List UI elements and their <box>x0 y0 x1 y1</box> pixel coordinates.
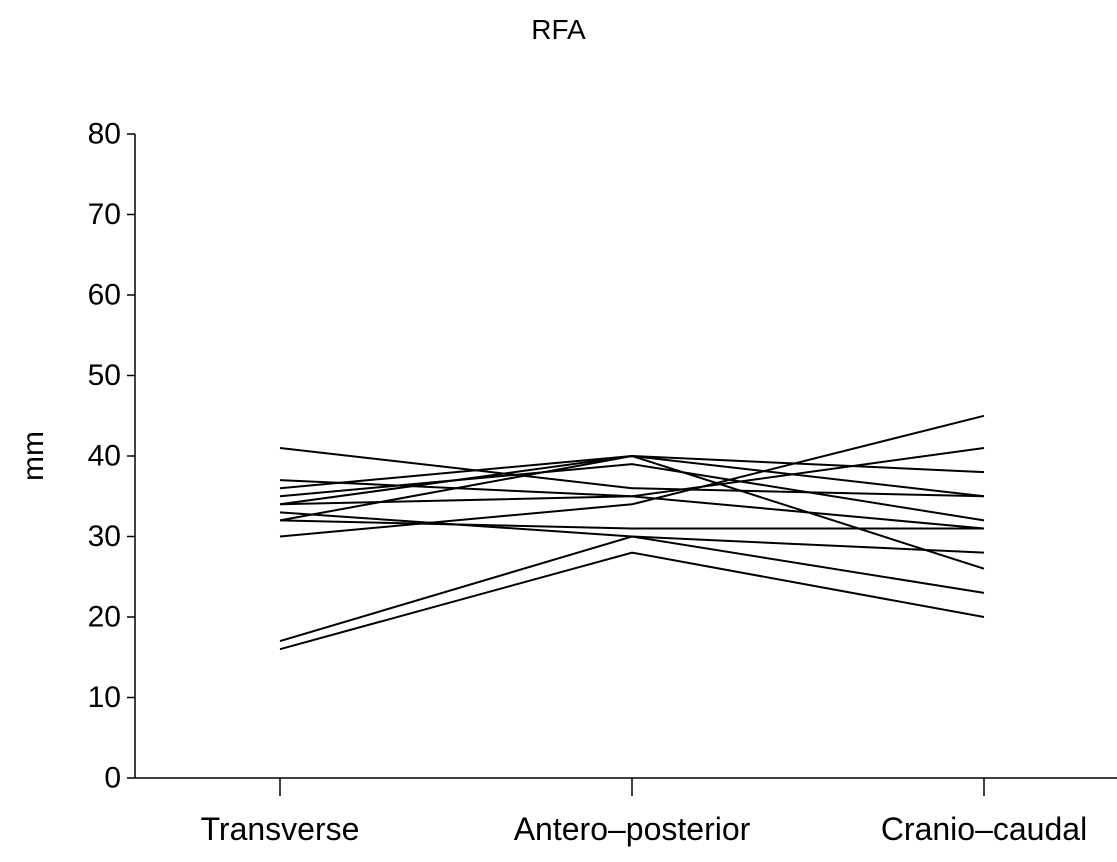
y-tick-label: 20 <box>88 601 121 634</box>
y-tick-label: 30 <box>88 520 121 553</box>
y-tick-label: 50 <box>88 359 121 392</box>
y-tick-label: 70 <box>88 198 121 231</box>
x-tick-label: Transverse <box>201 811 360 847</box>
y-tick-label: 60 <box>88 279 121 312</box>
y-tick-label: 40 <box>88 440 121 473</box>
series-lines <box>280 416 984 649</box>
y-tick-label: 80 <box>88 118 121 151</box>
x-tick-label: Cranio–caudal <box>881 811 1087 847</box>
x-tick-label: Antero–posterior <box>514 811 751 847</box>
series-line-12 <box>280 553 984 650</box>
y-tick-label: 0 <box>104 762 121 795</box>
series-line-4 <box>280 464 984 520</box>
y-tick-label: 10 <box>88 681 121 714</box>
